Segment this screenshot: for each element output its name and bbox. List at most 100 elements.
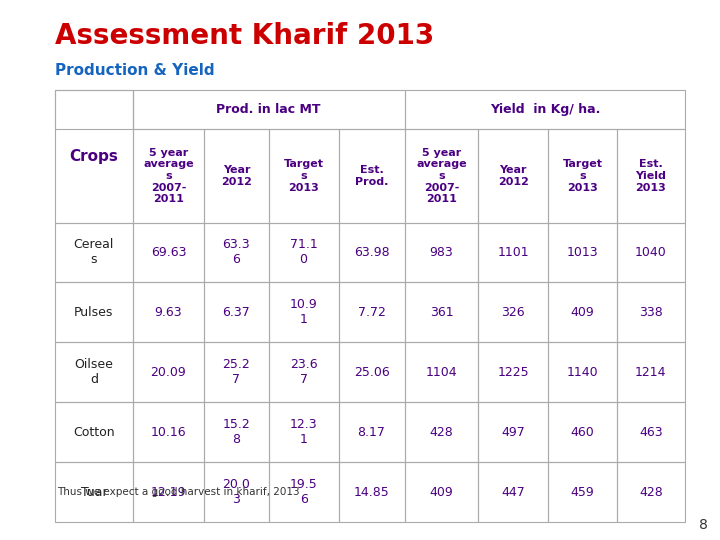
Bar [548,462,616,522]
Text: 1214: 1214 [635,366,667,379]
Text: Pulses: Pulses [74,306,114,319]
Bar [478,282,548,342]
Bar [269,462,338,522]
Text: Production & Yield: Production & Yield [55,63,215,78]
Bar [204,462,269,522]
Text: Yield  in Kg/ ha.: Yield in Kg/ ha. [490,103,600,116]
Bar [55,462,132,522]
Bar [132,462,204,522]
Bar [338,462,405,522]
Bar [405,342,478,402]
Bar [132,222,204,282]
Bar [478,402,548,462]
Bar [616,129,685,222]
Text: 69.63: 69.63 [150,246,186,259]
Text: 1225: 1225 [498,366,529,379]
Bar [338,402,405,462]
Bar [478,462,548,522]
Bar [338,282,405,342]
Bar [478,342,548,402]
Bar [204,342,269,402]
Bar [204,129,269,222]
Bar [132,402,204,462]
Bar [55,90,132,222]
Text: 409: 409 [570,306,594,319]
Text: 9.63: 9.63 [155,306,182,319]
Bar [616,462,685,522]
Bar [132,90,405,129]
Text: 71.1
0: 71.1 0 [289,239,318,267]
Text: 497: 497 [501,426,525,438]
Text: Est.
Yield
2013: Est. Yield 2013 [635,159,666,192]
Bar [548,402,616,462]
Text: 1140: 1140 [567,366,598,379]
Bar [204,222,269,282]
Text: Prod. in lac MT: Prod. in lac MT [217,103,321,116]
Bar [55,342,132,402]
Text: 361: 361 [430,306,454,319]
Bar [405,222,478,282]
Bar [269,129,338,222]
Bar [55,222,132,282]
Bar [338,342,405,402]
Bar [548,282,616,342]
Bar [269,222,338,282]
Text: 409: 409 [430,485,454,498]
Text: 1040: 1040 [635,246,667,259]
Bar [405,90,685,129]
Bar [548,222,616,282]
Bar [405,402,478,462]
Text: 6.37: 6.37 [222,306,251,319]
Text: 1104: 1104 [426,366,457,379]
Text: Oilsee
d: Oilsee d [74,358,113,386]
Text: 1013: 1013 [567,246,598,259]
Text: 19.5
6: 19.5 6 [289,478,318,506]
Text: 12.19: 12.19 [150,485,186,498]
Text: Year
2012: Year 2012 [498,165,528,187]
Bar [548,342,616,402]
Text: 8.17: 8.17 [358,426,385,438]
Text: 338: 338 [639,306,662,319]
Text: 15.2
8: 15.2 8 [222,418,251,446]
Bar [478,129,548,222]
Bar [269,402,338,462]
Bar [269,342,338,402]
Bar [204,402,269,462]
Text: Target
s
2013: Target s 2013 [284,159,323,192]
Text: Cotton: Cotton [73,426,114,438]
Bar [405,129,478,222]
Text: 5 year
average
s
2007-
2011: 5 year average s 2007- 2011 [143,148,194,204]
Bar [132,282,204,342]
Bar [338,129,405,222]
Bar [616,402,685,462]
Text: 10.9
1: 10.9 1 [289,299,318,326]
Bar [405,462,478,522]
Bar [616,282,685,342]
Text: Thus we expect a good harvest in kharif, 2013: Thus we expect a good harvest in kharif,… [57,487,300,497]
Text: 428: 428 [430,426,454,438]
Text: Tuar: Tuar [81,485,107,498]
Text: 447: 447 [501,485,525,498]
Text: 12.3
1: 12.3 1 [289,418,318,446]
Text: 1101: 1101 [498,246,529,259]
Bar [405,282,478,342]
Bar [132,342,204,402]
Text: 20.0
3: 20.0 3 [222,478,251,506]
Text: 23.6
7: 23.6 7 [289,358,318,386]
Bar [269,282,338,342]
Text: 14.85: 14.85 [354,485,390,498]
Text: 7.72: 7.72 [358,306,385,319]
Bar [132,129,204,222]
Text: Crops: Crops [69,149,118,164]
Bar [478,222,548,282]
Bar [55,402,132,462]
Bar [548,129,616,222]
Text: 5 year
average
s
2007-
2011: 5 year average s 2007- 2011 [416,148,467,204]
Bar [338,222,405,282]
Text: 25.06: 25.06 [354,366,390,379]
Text: Target
s
2013: Target s 2013 [562,159,603,192]
Text: 326: 326 [502,306,525,319]
Bar [55,282,132,342]
Bar [204,282,269,342]
Text: Year
2012: Year 2012 [221,165,252,187]
